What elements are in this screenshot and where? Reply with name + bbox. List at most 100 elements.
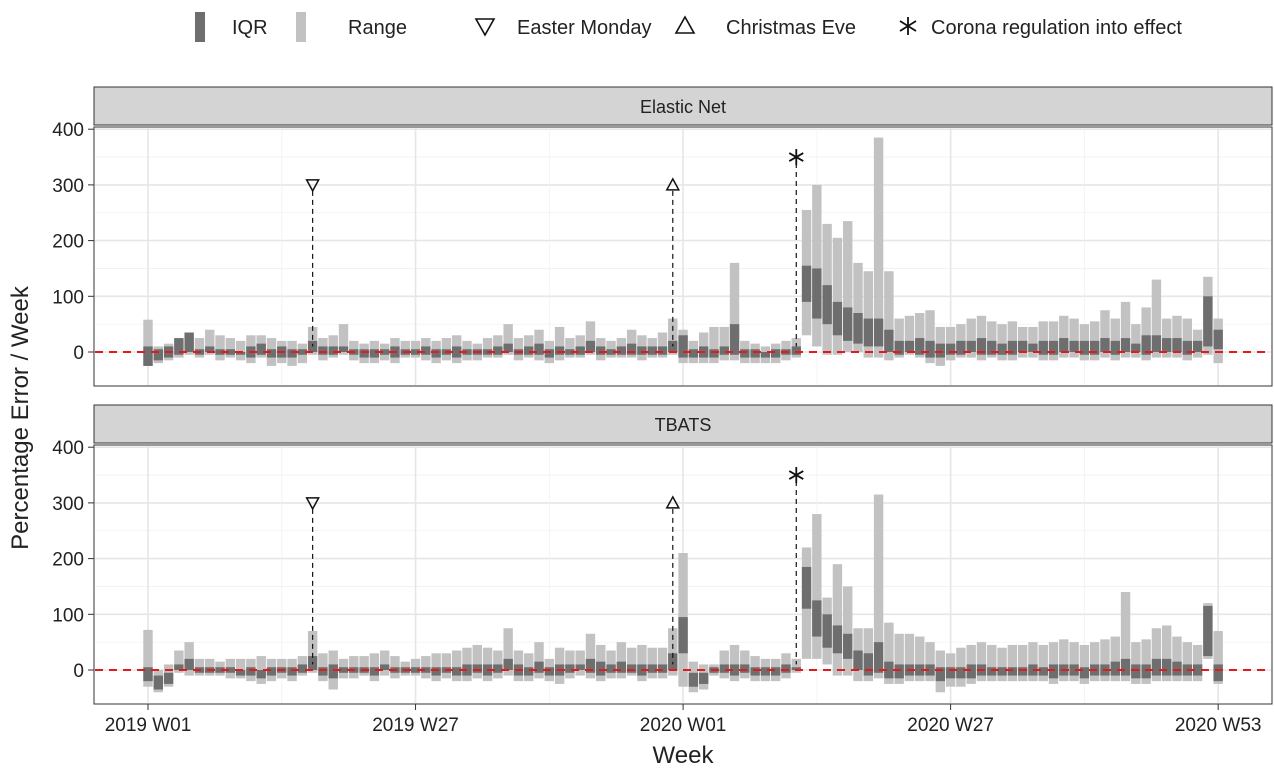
iqr-bar	[987, 340, 997, 355]
legend: IQR Range Easter Monday Christmas Eve Co…	[195, 12, 1182, 42]
range-bar	[174, 650, 184, 673]
iqr-bar	[1120, 338, 1131, 352]
iqr-bar	[1110, 340, 1120, 355]
range-bar	[976, 642, 987, 682]
iqr-bar	[935, 343, 946, 358]
iqr-bar	[534, 661, 544, 673]
iqr-bar	[1038, 667, 1048, 676]
iqr-bar	[1069, 664, 1079, 676]
range-bar	[657, 647, 668, 679]
range-bar	[575, 650, 585, 676]
range-bar	[359, 656, 369, 676]
iqr-bar	[1028, 343, 1038, 352]
iqr-bar	[729, 324, 740, 355]
iqr-bar	[740, 349, 750, 358]
range-bar	[194, 658, 205, 676]
iqr-bar	[153, 349, 163, 361]
range-bar	[1151, 628, 1162, 682]
iqr-bar	[1203, 296, 1213, 347]
iqr-bar	[915, 664, 925, 676]
panel-elastic-net: Elastic Net 0 100 200 300 400	[52, 86, 1273, 387]
iqr-bar	[853, 313, 863, 344]
iqr-bar	[1192, 664, 1203, 676]
range-bar	[1110, 318, 1120, 361]
iqr-bar	[297, 349, 308, 355]
range-bar	[884, 271, 894, 361]
y-tick-label: 400	[52, 120, 84, 141]
range-bar	[307, 631, 318, 673]
range-bar	[657, 332, 668, 358]
iqr-bar	[585, 658, 596, 673]
iqr-bar	[1017, 667, 1028, 676]
y-tick-label: 0	[73, 343, 84, 364]
iqr-bar	[1203, 605, 1213, 657]
iqr-bar	[863, 318, 873, 347]
strip-elastic-net	[93, 86, 1273, 126]
range-bar	[904, 633, 915, 682]
iqr-bar	[1059, 338, 1069, 352]
iqr-bar	[565, 664, 575, 673]
iqr-bar	[791, 346, 801, 355]
bars-tbats	[143, 494, 1223, 693]
range-bar	[143, 629, 153, 687]
iqr-bar	[503, 658, 513, 670]
iqr-bar	[966, 664, 976, 679]
iqr-bar	[575, 346, 585, 355]
x-axis: 2019 W01 2019 W27 2020 W01 2020 W27 2020 W53	[105, 704, 1261, 736]
triangle-up-icon	[665, 495, 681, 509]
legend-corona-label: Corona regulation into effect	[931, 17, 1182, 39]
panel-tbats: TBATS 0 100 200 300 400	[52, 404, 1273, 705]
range-bar	[1213, 631, 1223, 684]
iqr-bar	[657, 664, 668, 673]
iqr-bar	[431, 667, 441, 676]
iqr-bar	[596, 346, 606, 355]
iqr-bar	[791, 667, 801, 670]
iqr-bar	[966, 340, 976, 352]
iqr-bar	[184, 332, 194, 352]
legend-easter-label: Easter Monday	[517, 17, 652, 39]
iqr-bar	[575, 664, 585, 670]
range-bar	[379, 650, 390, 676]
iqr-bar	[945, 343, 956, 355]
range-bar	[1079, 644, 1090, 684]
iqr-bar	[997, 667, 1007, 676]
iqr-bar	[1110, 661, 1120, 676]
iqr-bar	[421, 667, 431, 673]
iqr-bar	[215, 667, 225, 673]
range-bar	[1100, 639, 1110, 682]
iqr-bar	[246, 667, 256, 676]
iqr-bar	[1089, 340, 1100, 355]
iqr-bar	[297, 664, 308, 673]
iqr-bar	[369, 349, 380, 358]
range-bar	[1120, 592, 1131, 682]
iqr-bar	[596, 661, 606, 676]
range-bar	[1059, 315, 1069, 358]
triangle-up-icon	[674, 15, 696, 34]
iqr-bar	[740, 664, 750, 673]
triangle-down-icon	[305, 497, 320, 511]
iqr-bar	[606, 664, 616, 673]
iqr-bar	[657, 346, 668, 355]
panel-title-tbats: TBATS	[655, 415, 712, 435]
iqr-bar	[1162, 338, 1172, 352]
iqr-bar	[452, 346, 462, 358]
triangle-down-icon	[305, 179, 320, 193]
range-bar	[1162, 625, 1172, 682]
range-bar	[194, 338, 205, 358]
range-bar	[637, 644, 647, 682]
range-bar	[647, 647, 657, 679]
iqr-bar	[812, 268, 822, 319]
range-bar	[1172, 315, 1182, 358]
range-bar	[1131, 642, 1141, 684]
legend-christmas-label: Christmas Eve	[726, 17, 856, 39]
iqr-bar	[616, 661, 627, 673]
iqr-bar	[801, 265, 812, 302]
iqr-bar	[143, 346, 153, 366]
iqr-bar	[750, 667, 760, 676]
range-bar	[904, 315, 915, 355]
iqr-bar	[678, 617, 688, 654]
range-bar	[1100, 310, 1110, 358]
iqr-bar	[616, 346, 627, 355]
range-bar	[873, 137, 884, 358]
